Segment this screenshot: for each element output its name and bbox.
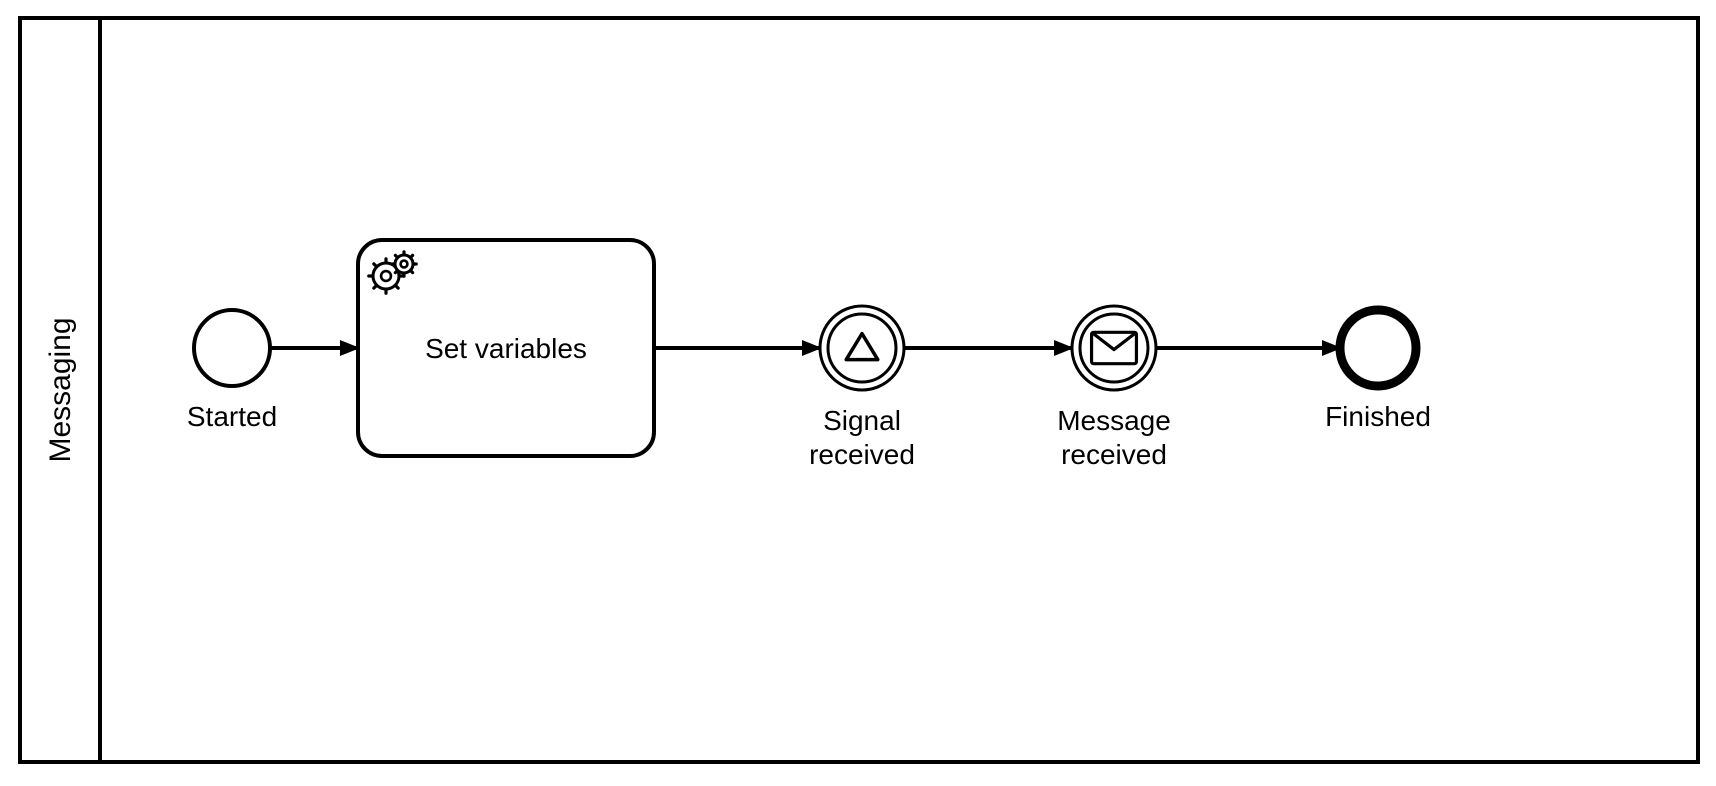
end-event-label: Finished [1325,401,1431,432]
intermediate-catch-message-label: Message [1057,405,1171,436]
intermediate-catch-signal-label-2: received [809,439,915,470]
end-event [1340,310,1416,386]
lane-label: Messaging [44,317,77,462]
intermediate-catch-signal-label: Signal [823,405,901,436]
intermediate-catch-message-label-2: received [1061,439,1167,470]
service-task-label: Set variables [425,333,587,364]
envelope-icon [1092,332,1137,363]
start-event [194,310,270,386]
start-event-label: Started [187,401,277,432]
bpmn-diagram: MessagingStartedSet variablesSignalrecei… [0,0,1716,786]
